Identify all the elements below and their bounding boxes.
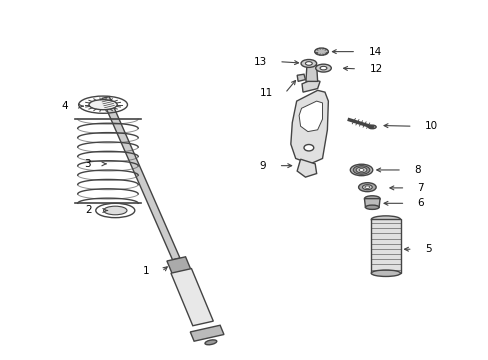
Ellipse shape — [370, 216, 400, 223]
Ellipse shape — [204, 340, 216, 345]
Polygon shape — [299, 101, 322, 132]
Ellipse shape — [370, 270, 400, 276]
Ellipse shape — [301, 59, 316, 67]
Text: 8: 8 — [413, 165, 420, 175]
Text: 4: 4 — [61, 101, 68, 111]
Ellipse shape — [358, 168, 363, 171]
Text: 9: 9 — [259, 161, 266, 171]
Text: 10: 10 — [424, 121, 437, 131]
Ellipse shape — [362, 185, 371, 190]
Polygon shape — [190, 325, 224, 341]
Polygon shape — [305, 65, 317, 81]
Ellipse shape — [358, 183, 375, 192]
Text: 1: 1 — [142, 266, 149, 276]
Ellipse shape — [305, 62, 312, 65]
Text: 14: 14 — [367, 46, 381, 57]
Polygon shape — [171, 269, 213, 326]
Polygon shape — [297, 159, 316, 177]
Polygon shape — [364, 199, 379, 207]
Text: 3: 3 — [84, 159, 91, 169]
Polygon shape — [370, 220, 400, 273]
Ellipse shape — [89, 100, 117, 110]
Polygon shape — [297, 74, 305, 81]
Ellipse shape — [304, 144, 313, 151]
Ellipse shape — [365, 205, 378, 210]
Polygon shape — [302, 80, 320, 92]
Polygon shape — [166, 257, 191, 275]
Ellipse shape — [355, 167, 366, 173]
Polygon shape — [102, 96, 180, 260]
Text: 5: 5 — [424, 244, 430, 254]
Ellipse shape — [103, 206, 127, 215]
Ellipse shape — [364, 186, 369, 188]
Ellipse shape — [314, 48, 328, 55]
Ellipse shape — [315, 64, 330, 72]
Ellipse shape — [367, 125, 375, 129]
Text: 6: 6 — [417, 198, 424, 208]
Polygon shape — [290, 90, 328, 164]
Ellipse shape — [320, 66, 326, 70]
Text: 7: 7 — [417, 183, 424, 193]
Text: 12: 12 — [368, 64, 382, 74]
Ellipse shape — [364, 196, 379, 202]
Ellipse shape — [352, 166, 369, 174]
Text: 13: 13 — [253, 57, 266, 67]
Text: 2: 2 — [85, 206, 92, 216]
Ellipse shape — [349, 164, 372, 176]
Text: 11: 11 — [259, 88, 272, 98]
